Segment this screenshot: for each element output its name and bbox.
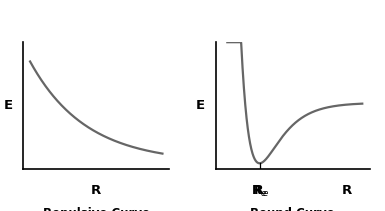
Text: Bound Curve: Bound Curve [250,207,335,211]
Text: E: E [4,99,13,112]
Text: R: R [91,184,101,197]
Text: R$_e$: R$_e$ [251,184,268,199]
Text: Repulsive Curve: Repulsive Curve [43,207,150,211]
Text: R$_e$: R$_e$ [253,184,270,199]
Text: R: R [341,184,352,197]
Text: E: E [196,99,205,112]
